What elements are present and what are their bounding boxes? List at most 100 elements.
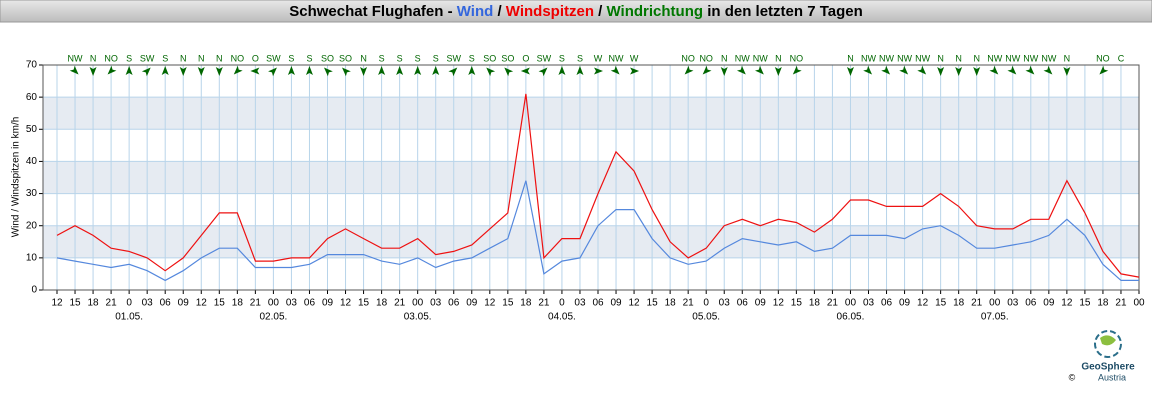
logo-text: Austria — [1098, 372, 1126, 382]
direction-arrow — [846, 67, 854, 76]
title-bar — [0, 0, 1152, 23]
x-tick-label: 06 — [1025, 298, 1037, 309]
title-part: in den letzten 7 Tagen — [703, 3, 863, 20]
x-tick-label: 21 — [250, 298, 262, 309]
chart-title: Schwechat Flughafen - Wind / Windspitzen… — [289, 3, 863, 20]
direction-label: NW — [68, 53, 83, 63]
direction-arrow — [736, 65, 746, 75]
direction-label: S — [397, 53, 403, 63]
direction-arrow — [558, 66, 566, 75]
direction-arrow — [414, 66, 422, 75]
x-tick-label: 06 — [737, 298, 749, 309]
direction-label: S — [433, 53, 439, 63]
direction-label: NO — [699, 53, 713, 63]
direction-label: NW — [735, 53, 750, 63]
direction-label: NW — [1023, 53, 1038, 63]
x-tick-label: 00 — [989, 298, 1001, 309]
direction-label: S — [379, 53, 385, 63]
direction-label: NO — [790, 53, 804, 63]
x-tick-label: 12 — [340, 298, 352, 309]
direction-arrow — [323, 67, 333, 77]
x-tick-label: 18 — [809, 298, 821, 309]
x-tick-label: 18 — [88, 298, 100, 309]
direction-label: N — [360, 53, 367, 63]
direction-arrow — [179, 67, 187, 76]
x-tick-label: 03 — [286, 298, 298, 309]
direction-arrow — [899, 65, 909, 75]
direction-label: S — [288, 53, 294, 63]
x-tick-label: 06 — [304, 298, 316, 309]
direction-label: NO — [681, 53, 695, 63]
direction-label: SW — [266, 53, 281, 63]
x-tick-label: 12 — [629, 298, 641, 309]
x-tick-label: 09 — [610, 298, 622, 309]
date-label: 07.05. — [981, 312, 1009, 323]
direction-arrow — [937, 67, 945, 76]
direction-label: NO — [231, 53, 245, 63]
x-tick-label: 09 — [755, 298, 767, 309]
direction-arrow — [917, 65, 927, 75]
direction-label: N — [847, 53, 854, 63]
x-tick-label: 03 — [142, 298, 154, 309]
y-tick-label: 40 — [26, 156, 38, 167]
x-tick-label: 21 — [106, 298, 118, 309]
direction-arrow — [1025, 65, 1035, 75]
x-tick-label: 09 — [322, 298, 334, 309]
x-tick-label: 15 — [214, 298, 226, 309]
direction-arrow — [125, 66, 133, 75]
direction-label: SO — [339, 53, 352, 63]
x-tick-label: 09 — [178, 298, 190, 309]
direction-label: N — [955, 53, 962, 63]
direction-arrow — [360, 67, 368, 76]
x-tick-label: 21 — [394, 298, 406, 309]
date-label: 06.05. — [837, 312, 865, 323]
direction-arrow — [448, 67, 458, 77]
direction-arrow — [396, 66, 404, 75]
direction-label: NW — [879, 53, 894, 63]
direction-label: NW — [897, 53, 912, 63]
direction-arrow — [520, 67, 530, 75]
direction-label: NW — [609, 53, 624, 63]
x-tick-label: 00 — [412, 298, 424, 309]
logo-icon — [1100, 335, 1116, 346]
x-tick-label: 0 — [126, 298, 132, 309]
direction-arrow — [107, 65, 117, 75]
direction-arrow — [161, 66, 169, 75]
direction-label: NO — [1096, 53, 1110, 63]
direction-label: NW — [1005, 53, 1020, 63]
direction-arrow — [863, 65, 873, 75]
plot-frame — [42, 64, 1140, 291]
x-tick-label: 18 — [1097, 298, 1109, 309]
date-label: 05.05. — [692, 312, 720, 323]
direction-arrow — [1043, 65, 1053, 75]
direction-arrow — [305, 66, 313, 75]
direction-arrow — [754, 65, 764, 75]
x-tick-label: 06 — [881, 298, 893, 309]
x-tick-label: 0 — [703, 298, 709, 309]
y-tick-label: 10 — [26, 252, 38, 263]
direction-arrow — [141, 67, 151, 77]
direction-label: S — [415, 53, 421, 63]
direction-arrow — [630, 67, 640, 75]
direction-label: N — [216, 53, 223, 63]
direction-label: N — [937, 53, 944, 63]
x-tick-label: 21 — [827, 298, 839, 309]
y-tick-label: 20 — [26, 220, 38, 231]
x-tick-label: 06 — [592, 298, 604, 309]
direction-label: N — [198, 53, 205, 63]
direction-arrow — [955, 67, 963, 76]
x-tick-label: 09 — [1043, 298, 1055, 309]
grid-band — [43, 97, 1139, 130]
x-tick-label: 18 — [232, 298, 244, 309]
grid-band — [43, 225, 1139, 258]
plot-area — [39, 64, 1140, 294]
x-tick-label: 09 — [466, 298, 478, 309]
direction-label: NW — [987, 53, 1002, 63]
direction-label: NW — [861, 53, 876, 63]
direction-label: N — [775, 53, 782, 63]
direction-label: S — [559, 53, 565, 63]
x-tick-label: 18 — [953, 298, 965, 309]
direction-label: S — [469, 53, 475, 63]
x-tick-label: 12 — [773, 298, 785, 309]
x-tick-label: 00 — [845, 298, 857, 309]
